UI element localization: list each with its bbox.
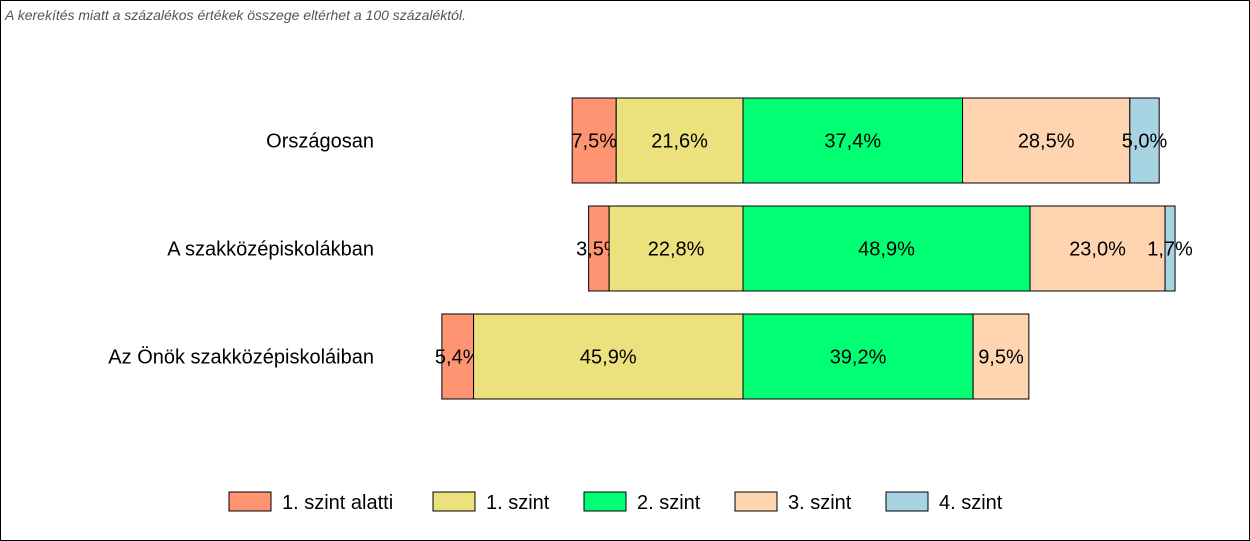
data-label: 7,5% <box>571 131 617 153</box>
bar-segment <box>742 97 964 184</box>
bar-segment <box>1029 205 1166 292</box>
bar-segment <box>1129 97 1160 184</box>
data-label: 1,7% <box>1147 239 1193 261</box>
data-label: 28,5% <box>1018 131 1075 153</box>
data-label: 23,0% <box>1069 239 1126 261</box>
data-label: 37,4% <box>824 131 881 153</box>
legend-label: 4. szint <box>939 492 1003 514</box>
legend-swatch <box>432 491 476 512</box>
legend-swatch <box>583 491 627 512</box>
legend: 1. szint alatti 1. szint 2. szint 3. szint 4… <box>228 491 1003 514</box>
bar-segment <box>1164 205 1176 292</box>
data-label: 21,6% <box>651 131 708 153</box>
bar-segment <box>742 313 974 400</box>
bar-segment <box>608 205 744 292</box>
data-label: 5,0% <box>1122 131 1168 153</box>
bars-group: Országosan 7,5% 21,6% 37,4% 28,5% 5,0% A szakk… <box>108 97 1193 400</box>
legend-label: 1. szint alatti <box>282 492 393 514</box>
bar-segment <box>962 97 1131 184</box>
bar-segment <box>571 97 617 184</box>
data-label: 45,9% <box>580 347 637 369</box>
bar-segment <box>473 313 744 400</box>
data-label: 39,2% <box>830 347 887 369</box>
data-label: 48,9% <box>858 239 915 261</box>
legend-label: 1. szint <box>486 492 550 514</box>
legend-label: 2. szint <box>637 492 701 514</box>
category-label: Az Önök szakközépiskoláiban <box>108 347 374 369</box>
data-label: 5,4% <box>435 347 481 369</box>
category-label: A szakközépiskolákban <box>167 239 374 261</box>
legend-label: 3. szint <box>788 492 852 514</box>
category-label: Országosan <box>266 131 374 153</box>
bar-segment <box>742 205 1031 292</box>
legend-swatch <box>734 491 778 512</box>
data-label: 9,5% <box>978 347 1024 369</box>
legend-swatch <box>885 491 929 512</box>
bar-segment <box>972 313 1030 400</box>
data-label: 22,8% <box>648 239 705 261</box>
rounding-note: A kerekítés miatt a százalékos értékek ö… <box>5 7 466 23</box>
legend-swatch <box>228 491 272 512</box>
